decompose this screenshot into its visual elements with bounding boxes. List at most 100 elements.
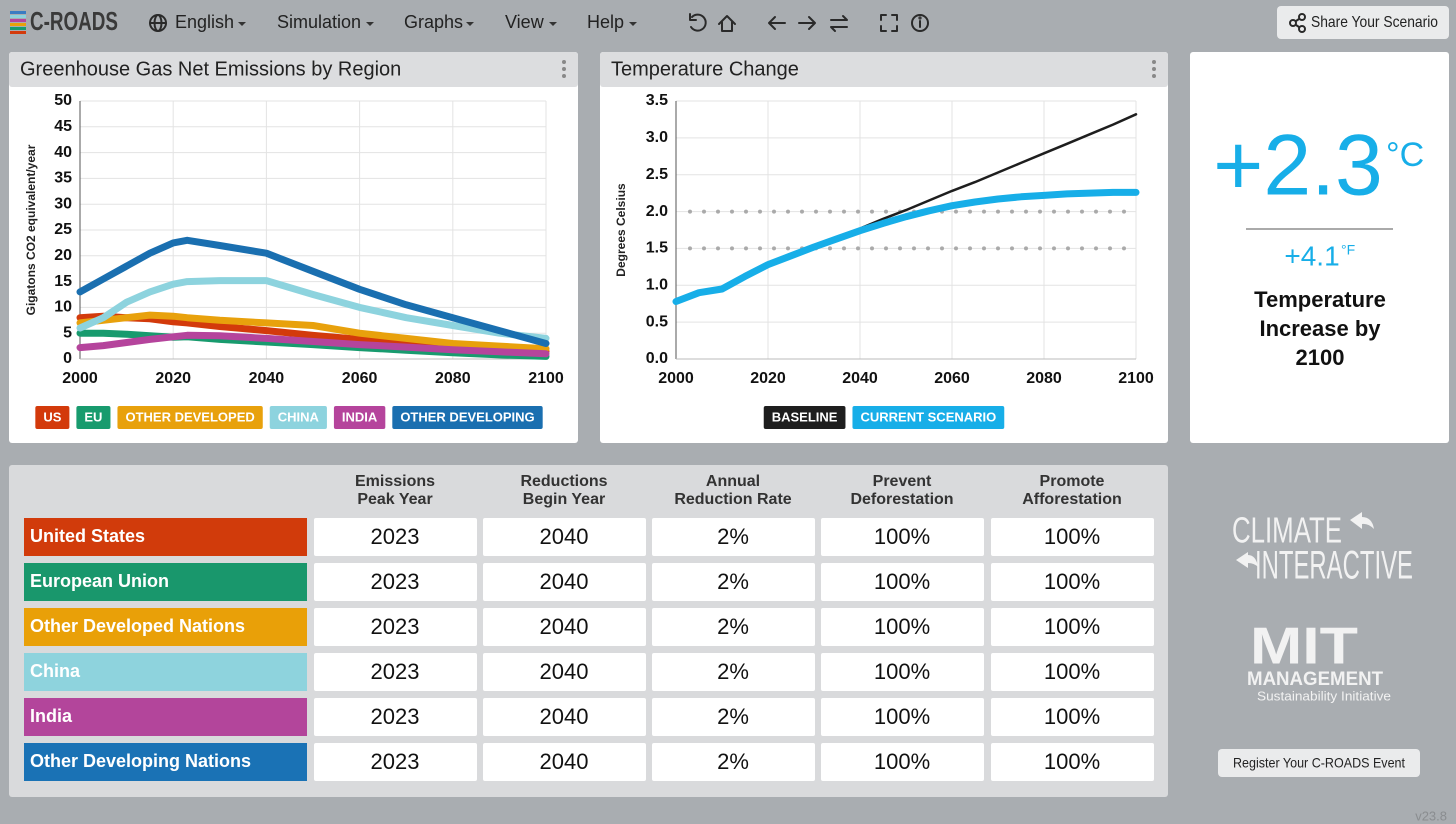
value-cell[interactable] bbox=[652, 608, 815, 646]
swap-icon[interactable] bbox=[830, 15, 848, 32]
home-icon[interactable] bbox=[718, 15, 736, 32]
cell-value[interactable]: 2023 bbox=[371, 569, 420, 594]
cell-value[interactable]: 100% bbox=[1044, 524, 1100, 549]
register-button[interactable] bbox=[1218, 749, 1420, 777]
value-cell[interactable] bbox=[652, 653, 815, 691]
value-cell[interactable] bbox=[314, 518, 477, 556]
value-cell[interactable] bbox=[314, 698, 477, 736]
value-cell[interactable] bbox=[821, 653, 984, 691]
cell-value[interactable]: 100% bbox=[1044, 704, 1100, 729]
cell-value[interactable]: 100% bbox=[1044, 659, 1100, 684]
value-cell[interactable] bbox=[483, 518, 646, 556]
value-cell[interactable] bbox=[314, 743, 477, 781]
y-tick-label: 20 bbox=[54, 247, 72, 264]
value-cell[interactable] bbox=[483, 743, 646, 781]
cell-value[interactable]: 2040 bbox=[540, 524, 589, 549]
forward-icon[interactable] bbox=[798, 16, 816, 30]
menu-item[interactable]: View bbox=[505, 12, 545, 32]
cell-value[interactable]: 2% bbox=[717, 749, 749, 774]
value-cell[interactable] bbox=[652, 563, 815, 601]
legend-item[interactable] bbox=[117, 406, 263, 429]
cell-value[interactable]: 2% bbox=[717, 614, 749, 639]
value-cell[interactable] bbox=[314, 653, 477, 691]
legend-label: OTHER DEVELOPED bbox=[125, 409, 254, 424]
value-cell[interactable] bbox=[652, 518, 815, 556]
value-cell[interactable] bbox=[314, 608, 477, 646]
value-cell[interactable] bbox=[483, 653, 646, 691]
row-label: United States bbox=[30, 526, 145, 546]
cell-value[interactable]: 100% bbox=[1044, 749, 1100, 774]
info-icon[interactable] bbox=[911, 14, 929, 32]
legend-label: OTHER DEVELOPING bbox=[400, 409, 534, 424]
value-cell[interactable] bbox=[991, 698, 1154, 736]
cell-value[interactable]: 2040 bbox=[540, 614, 589, 639]
menu-item[interactable]: Help bbox=[587, 12, 624, 32]
cell-value[interactable]: 2% bbox=[717, 704, 749, 729]
value-cell[interactable] bbox=[991, 563, 1154, 601]
menu-item[interactable]: English bbox=[175, 12, 234, 32]
value-cell[interactable] bbox=[314, 563, 477, 601]
value-cell[interactable] bbox=[991, 518, 1154, 556]
value-cell[interactable] bbox=[821, 608, 984, 646]
back-icon[interactable] bbox=[768, 16, 786, 30]
value-cell[interactable] bbox=[991, 653, 1154, 691]
y-tick-label: 1.5 bbox=[646, 240, 668, 257]
cell-value[interactable]: 2023 bbox=[371, 659, 420, 684]
cell-value[interactable]: 2040 bbox=[540, 569, 589, 594]
value-cell[interactable] bbox=[652, 743, 815, 781]
menu-item[interactable]: Simulation bbox=[277, 12, 361, 32]
kebab-menu[interactable] bbox=[1152, 60, 1156, 78]
value-cell[interactable] bbox=[821, 698, 984, 736]
undo-icon[interactable] bbox=[689, 13, 707, 32]
value-cell[interactable] bbox=[821, 518, 984, 556]
summary-caption: Increase by bbox=[1259, 316, 1381, 341]
register-label[interactable]: Register Your C-ROADS Event bbox=[1233, 755, 1405, 771]
logo-text[interactable]: C-ROADS bbox=[30, 6, 118, 36]
cell-value[interactable]: 2040 bbox=[540, 749, 589, 774]
cell-value[interactable]: 2040 bbox=[540, 704, 589, 729]
value-cell[interactable] bbox=[483, 698, 646, 736]
legend-item[interactable] bbox=[392, 406, 543, 429]
fullscreen-icon[interactable] bbox=[880, 14, 898, 32]
legend-item[interactable] bbox=[269, 406, 327, 429]
cell-value[interactable]: 2023 bbox=[371, 614, 420, 639]
cell-value[interactable]: 2040 bbox=[540, 659, 589, 684]
cell-value[interactable]: 100% bbox=[874, 749, 930, 774]
cell-value[interactable]: 2% bbox=[717, 569, 749, 594]
legend-label: INDIA bbox=[342, 409, 378, 424]
legend-item[interactable] bbox=[333, 406, 386, 429]
value-cell[interactable] bbox=[991, 743, 1154, 781]
logo-stripes bbox=[10, 11, 26, 34]
cell-value[interactable]: 100% bbox=[874, 524, 930, 549]
cell-value[interactable]: 100% bbox=[874, 569, 930, 594]
legend-item[interactable] bbox=[76, 406, 111, 429]
kebab-menu[interactable] bbox=[562, 60, 566, 78]
value-cell[interactable] bbox=[652, 698, 815, 736]
cell-value[interactable]: 2023 bbox=[371, 749, 420, 774]
value-cell[interactable] bbox=[483, 563, 646, 601]
value-cell[interactable] bbox=[821, 563, 984, 601]
x-tick-label: 2020 bbox=[750, 370, 786, 387]
column-header: Reductions bbox=[520, 473, 607, 490]
cell-value[interactable]: 2023 bbox=[371, 704, 420, 729]
cell-value[interactable]: 100% bbox=[874, 704, 930, 729]
celsius-value: +2.3 bbox=[1213, 118, 1383, 214]
menu-item[interactable]: Graphs bbox=[404, 12, 463, 32]
value-cell[interactable] bbox=[483, 608, 646, 646]
cell-value[interactable]: 100% bbox=[874, 659, 930, 684]
value-cell[interactable] bbox=[821, 743, 984, 781]
share-button[interactable] bbox=[1277, 6, 1449, 39]
cell-value[interactable]: 100% bbox=[1044, 569, 1100, 594]
legend-item[interactable] bbox=[35, 406, 70, 429]
value-cell[interactable] bbox=[991, 608, 1154, 646]
y-tick-label: 1.0 bbox=[646, 277, 668, 294]
legend-item[interactable] bbox=[852, 406, 1005, 429]
legend-item[interactable] bbox=[763, 406, 846, 429]
cell-value[interactable]: 100% bbox=[874, 614, 930, 639]
series-line bbox=[76, 331, 550, 358]
cell-value[interactable]: 2% bbox=[717, 659, 749, 684]
cell-value[interactable]: 2% bbox=[717, 524, 749, 549]
cell-value[interactable]: 2023 bbox=[371, 524, 420, 549]
share-label[interactable]: Share Your Scenario bbox=[1311, 14, 1438, 31]
cell-value[interactable]: 100% bbox=[1044, 614, 1100, 639]
